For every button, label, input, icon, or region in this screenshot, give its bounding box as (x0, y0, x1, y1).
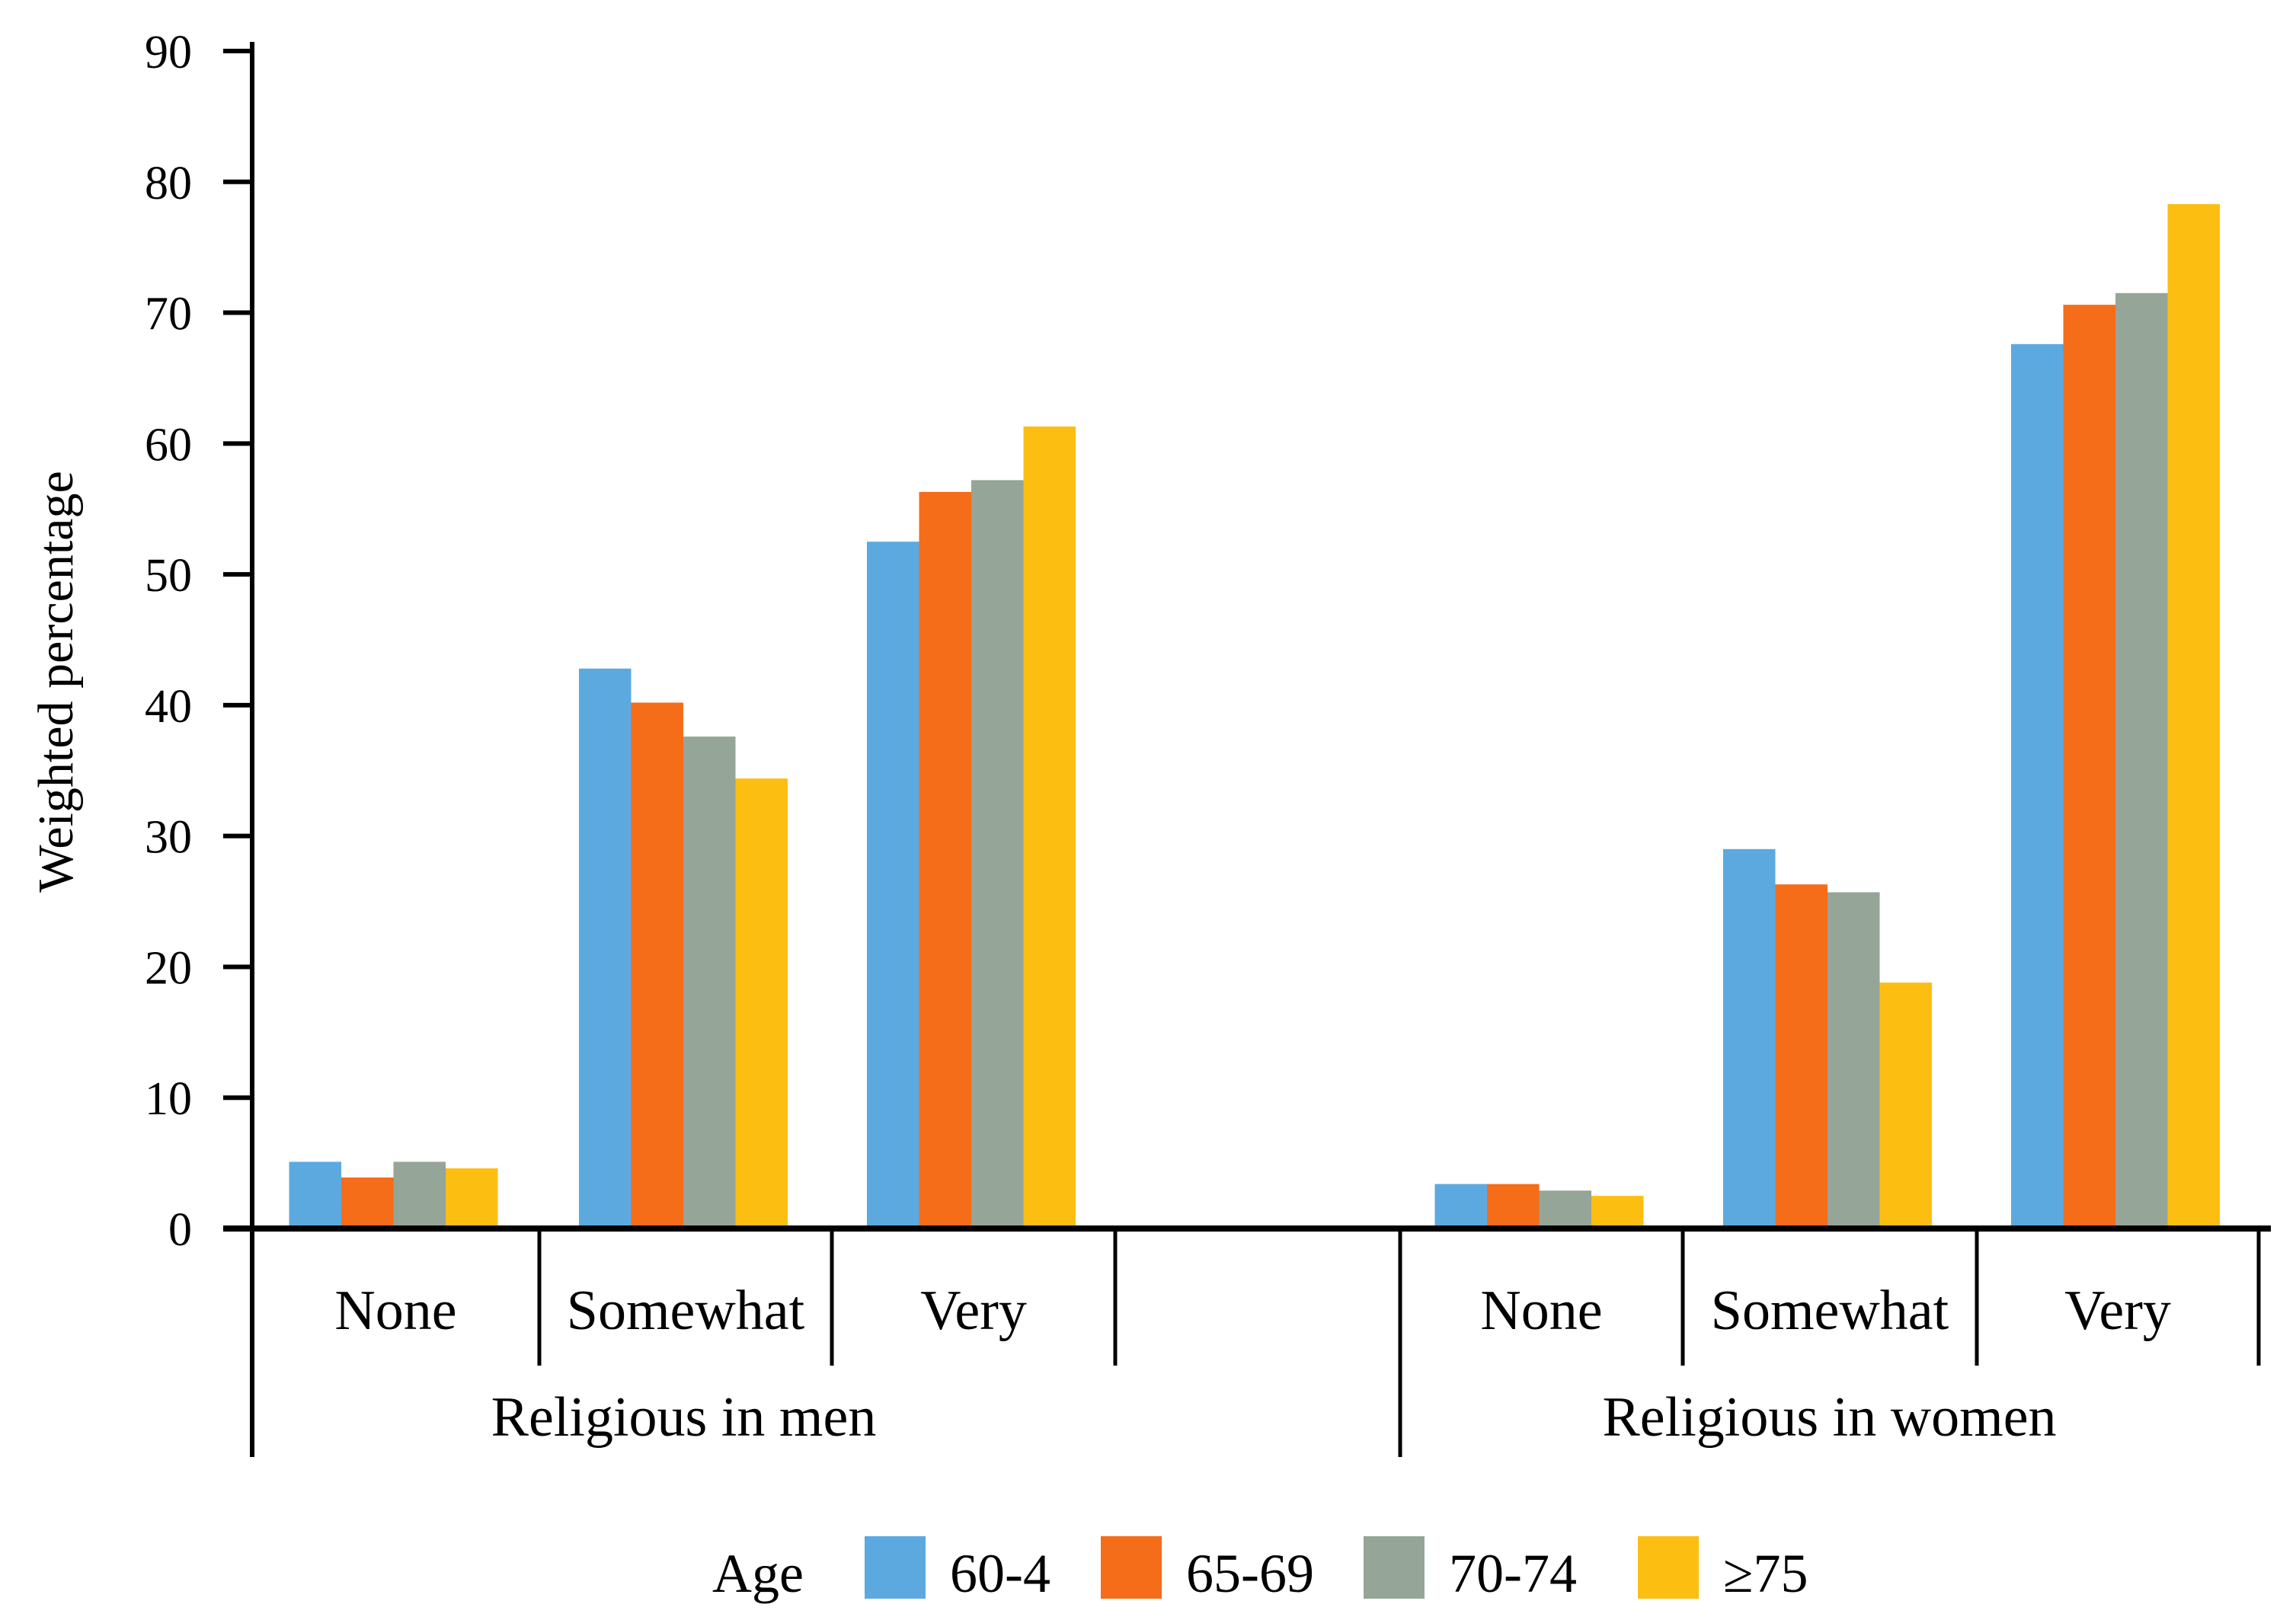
y-tick-label-40: 40 (145, 681, 192, 733)
legend-title: Age (712, 1543, 804, 1604)
bar-6569-none-4 (1487, 1184, 1540, 1229)
legend-label-2: 70-74 (1449, 1543, 1577, 1604)
y-tick-label-50: 50 (145, 550, 192, 602)
legend-label-3: ≥75 (1723, 1543, 1808, 1604)
bar-75-none-4 (1591, 1196, 1644, 1229)
legend-label-1: 65-69 (1186, 1543, 1314, 1604)
legend-label-0: 60-4 (950, 1543, 1050, 1604)
bar-75-none-0 (446, 1168, 498, 1229)
bar-7074-none-4 (1539, 1190, 1591, 1229)
bar-75-somewhat-5 (1879, 983, 1932, 1229)
y-tick-label-20: 20 (145, 942, 192, 994)
category-label-none: None (334, 1280, 456, 1342)
y-tick-label-0: 0 (168, 1204, 192, 1256)
bar-75-very-2 (1023, 427, 1076, 1229)
bar-604-none-4 (1434, 1184, 1487, 1229)
bar-604-none-0 (289, 1161, 341, 1229)
y-tick-label-90: 90 (145, 27, 192, 78)
y-tick-label-60: 60 (145, 419, 192, 471)
category-label-somewhat: Somewhat (567, 1280, 805, 1342)
legend-swatch-1 (1101, 1536, 1162, 1599)
bar-604-very-6 (2011, 343, 2064, 1229)
legend-swatch-2 (1364, 1536, 1425, 1599)
legend-swatch-0 (865, 1536, 926, 1599)
bar-7074-somewhat-1 (683, 737, 736, 1229)
group-label-men: Religious in men (491, 1386, 877, 1449)
bar-6569-very-6 (2063, 305, 2115, 1229)
y-axis-title: Weighted percentage (28, 471, 84, 893)
bar-7074-somewhat-5 (1828, 892, 1880, 1229)
bar-7074-very-6 (2115, 292, 2168, 1229)
bar-75-somewhat-1 (735, 778, 788, 1229)
y-tick-label-70: 70 (145, 289, 192, 340)
y-tick-label-30: 30 (145, 812, 192, 864)
axes-layer (223, 42, 2271, 1457)
bar-7074-very-2 (971, 480, 1024, 1229)
labels-layer: 0 10 20 30 40 50 60 70 80 90 None Somewhat Very None S… (28, 27, 2171, 1449)
category-label-somewhat: Somewhat (1711, 1280, 1949, 1342)
bar-604-somewhat-1 (579, 668, 632, 1229)
category-label-very: Very (2064, 1280, 2171, 1342)
bar-6569-very-2 (919, 491, 971, 1229)
category-label-none: None (1480, 1280, 1602, 1342)
bars-layer (289, 204, 2220, 1229)
y-tick-label-10: 10 (145, 1073, 192, 1125)
bar-604-somewhat-5 (1723, 848, 1776, 1229)
bar-6569-somewhat-1 (631, 702, 683, 1229)
y-tick-label-80: 80 (145, 158, 192, 209)
bar-604-very-2 (867, 542, 919, 1229)
legend-swatch-3 (1638, 1536, 1699, 1599)
bar-6569-none-0 (341, 1177, 394, 1229)
bar-6569-somewhat-5 (1775, 884, 1828, 1229)
bar-7074-none-0 (393, 1161, 446, 1229)
bar-75-very-6 (2167, 204, 2220, 1229)
category-label-very: Very (920, 1280, 1027, 1342)
group-label-women: Religious in women (1602, 1386, 2056, 1449)
legend: Age 60-4 65-69 70-74 ≥75 (712, 1536, 1808, 1604)
